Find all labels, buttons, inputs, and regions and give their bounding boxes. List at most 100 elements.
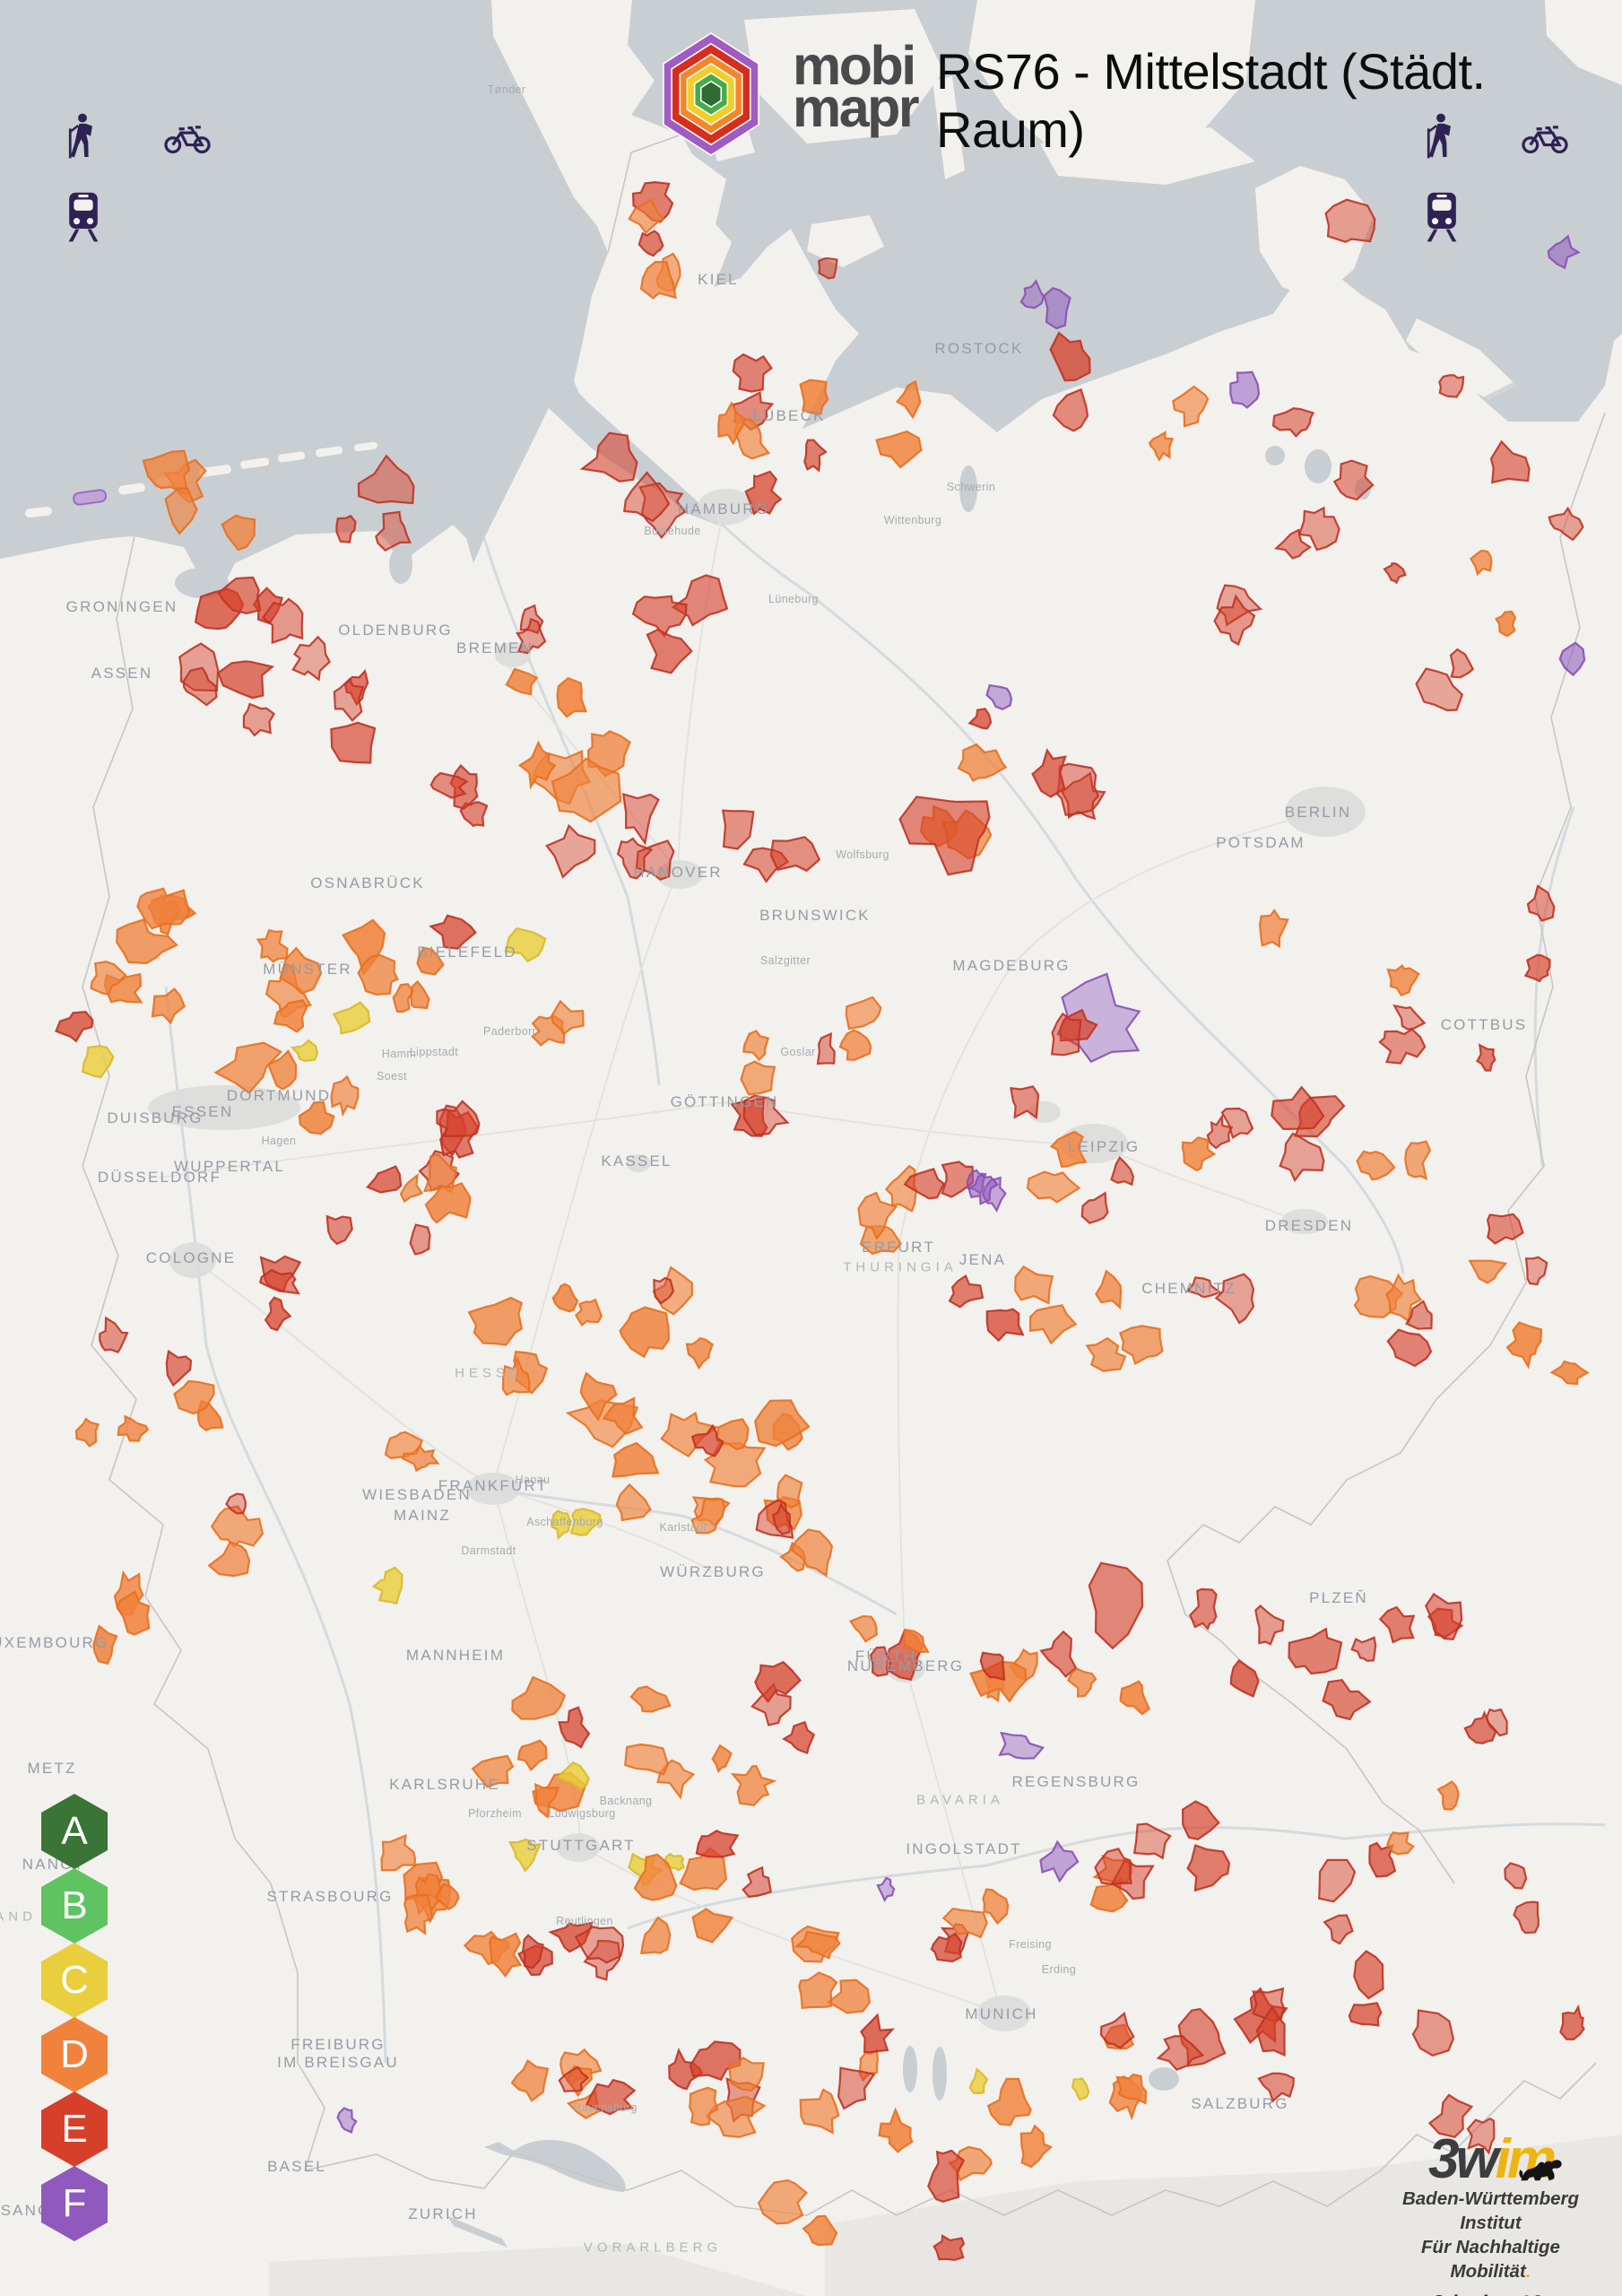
map-region[interactable] <box>1189 1587 1218 1631</box>
map-region[interactable] <box>90 961 127 996</box>
map-region[interactable] <box>409 1223 431 1256</box>
map-region[interactable] <box>859 1225 903 1256</box>
map-region[interactable] <box>1220 1107 1254 1139</box>
legend-grade-a[interactable]: A <box>41 1794 108 1869</box>
map-region[interactable] <box>1297 506 1340 552</box>
map-region[interactable] <box>1288 1627 1343 1675</box>
map-region[interactable] <box>266 1048 298 1091</box>
map-region[interactable] <box>1513 1900 1540 1935</box>
map-region[interactable] <box>585 2078 637 2116</box>
map-region[interactable] <box>261 597 304 645</box>
map-region[interactable] <box>790 1528 834 1578</box>
map-region[interactable] <box>1386 964 1420 996</box>
map-region[interactable] <box>703 1441 767 1488</box>
map-region[interactable] <box>857 1191 898 1240</box>
map-region[interactable] <box>727 2057 765 2092</box>
map-region[interactable] <box>941 1161 975 1198</box>
map-region[interactable] <box>569 1508 602 1536</box>
map-region[interactable] <box>533 1782 559 1820</box>
map-region[interactable] <box>424 1182 472 1224</box>
map-region[interactable] <box>1548 506 1584 542</box>
map-region[interactable] <box>876 1876 896 1903</box>
map-region[interactable] <box>182 666 218 707</box>
map-region[interactable] <box>685 1336 714 1370</box>
map-region[interactable] <box>982 1888 1010 1926</box>
map-region[interactable] <box>116 1590 151 1636</box>
map-region[interactable] <box>1181 1136 1217 1172</box>
map-region[interactable] <box>875 430 923 469</box>
map-region[interactable] <box>1438 374 1465 398</box>
hiker-icon[interactable] <box>63 111 102 163</box>
map-region[interactable] <box>516 1739 548 1772</box>
map-region[interactable] <box>1526 884 1556 922</box>
map-region[interactable] <box>653 1276 675 1305</box>
map-region[interactable] <box>1322 1679 1372 1721</box>
map-region[interactable] <box>375 510 412 552</box>
map-region[interactable] <box>1110 1155 1135 1187</box>
bicycle-icon[interactable] <box>163 122 212 154</box>
map-region[interactable] <box>967 1173 1000 1205</box>
map-region[interactable] <box>757 2179 808 2225</box>
map-region[interactable] <box>646 628 693 674</box>
map-region[interactable] <box>579 431 638 483</box>
map-region[interactable] <box>99 1316 129 1354</box>
map-region[interactable] <box>1049 1130 1088 1168</box>
map-region[interactable] <box>750 1682 792 1726</box>
map-region[interactable] <box>717 401 746 446</box>
map-region[interactable] <box>290 1039 319 1063</box>
legend-grade-d[interactable]: D <box>41 2017 108 2092</box>
map-region[interactable] <box>1186 1843 1231 1892</box>
map-region[interactable] <box>816 1031 836 1065</box>
map-region[interactable] <box>742 1030 770 1062</box>
map-region[interactable] <box>1559 2004 1585 2041</box>
map-region[interactable] <box>489 1932 523 1979</box>
map-region[interactable] <box>1547 234 1581 270</box>
map-region[interactable] <box>1185 1276 1223 1299</box>
map-region[interactable] <box>1524 1256 1548 1286</box>
map-region[interactable] <box>689 2040 742 2082</box>
map-region[interactable] <box>1386 1328 1433 1368</box>
map-region[interactable] <box>927 2149 966 2203</box>
map-region[interactable] <box>1181 1800 1220 1840</box>
map-region[interactable] <box>330 721 377 764</box>
map-region[interactable] <box>1415 667 1464 712</box>
map-region[interactable] <box>551 757 622 823</box>
map-region[interactable] <box>985 1308 1025 1343</box>
map-region[interactable] <box>1115 2073 1148 2105</box>
map-region[interactable] <box>416 946 445 976</box>
map-region[interactable] <box>1039 1630 1078 1678</box>
map-region[interactable] <box>1486 1213 1524 1245</box>
map-region[interactable] <box>165 1349 193 1387</box>
map-region[interactable] <box>732 352 773 393</box>
map-region[interactable] <box>602 1396 644 1435</box>
map-region[interactable] <box>633 1853 678 1901</box>
map-region[interactable] <box>932 2233 966 2261</box>
map-region[interactable] <box>343 669 369 706</box>
map-region[interactable] <box>979 1651 1006 1681</box>
map-region[interactable] <box>1019 279 1045 309</box>
map-region[interactable] <box>1383 561 1407 585</box>
map-region[interactable] <box>1254 1605 1285 1646</box>
map-region[interactable] <box>1026 1170 1081 1204</box>
legend-grade-e[interactable]: E <box>41 2092 108 2167</box>
map-region[interactable] <box>1392 1004 1427 1031</box>
map-region[interactable] <box>74 1417 100 1448</box>
map-region[interactable] <box>1353 1950 1384 2000</box>
map-region[interactable] <box>1495 610 1517 638</box>
map-region[interactable] <box>716 1418 750 1451</box>
map-region[interactable] <box>742 1866 773 1899</box>
map-region[interactable] <box>1279 1132 1325 1183</box>
map-region[interactable] <box>826 1979 872 2014</box>
map-region[interactable] <box>628 198 664 235</box>
map-region[interactable] <box>884 1164 917 1213</box>
map-region[interactable] <box>898 796 991 876</box>
map-region[interactable] <box>116 918 178 965</box>
map-region[interactable] <box>629 1685 672 1713</box>
map-region[interactable] <box>556 1761 590 1791</box>
map-region[interactable] <box>895 379 922 420</box>
map-region[interactable] <box>510 2058 550 2102</box>
map-region[interactable] <box>517 740 557 790</box>
map-region[interactable] <box>754 1660 802 1704</box>
map-region[interactable] <box>1039 1839 1080 1883</box>
map-region[interactable] <box>558 1706 591 1749</box>
